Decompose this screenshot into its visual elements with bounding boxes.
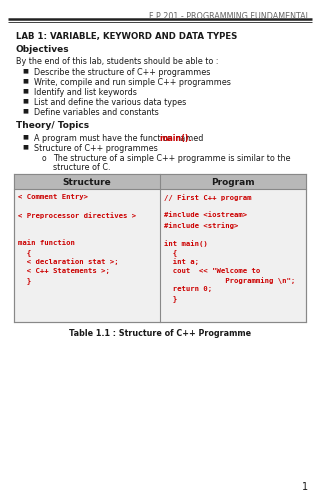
Text: ■: ■ <box>22 98 28 103</box>
Text: Define variables and constants: Define variables and constants <box>34 108 159 117</box>
Text: Structure of C++ programmes: Structure of C++ programmes <box>34 144 158 153</box>
Text: ■: ■ <box>22 68 28 73</box>
Text: int main(): int main() <box>164 240 208 247</box>
Text: Describe the structure of C++ programmes: Describe the structure of C++ programmes <box>34 68 210 77</box>
Text: }: } <box>164 295 177 302</box>
Text: < Preprocessor directives >: < Preprocessor directives > <box>18 212 136 219</box>
Text: main function: main function <box>18 240 75 246</box>
Text: F P 201 - PROGRAMMING FUNDAMENTAL: F P 201 - PROGRAMMING FUNDAMENTAL <box>149 12 310 21</box>
Text: structure of C.: structure of C. <box>53 163 110 172</box>
Text: main().: main(). <box>160 134 192 143</box>
Bar <box>14 174 306 189</box>
Text: #include <string>: #include <string> <box>164 222 238 229</box>
Text: A program must have the function named: A program must have the function named <box>34 134 206 143</box>
Text: Theory/ Topics: Theory/ Topics <box>16 121 89 130</box>
Text: cout  << "Welcome to: cout << "Welcome to <box>164 268 260 274</box>
Text: {: { <box>18 249 31 256</box>
Text: return 0;: return 0; <box>164 286 212 292</box>
Text: Structure: Structure <box>63 178 111 187</box>
Text: List and define the various data types: List and define the various data types <box>34 98 186 107</box>
Text: < declaration stat >;: < declaration stat >; <box>18 258 119 265</box>
Bar <box>14 174 306 322</box>
Text: < Comment Entry>: < Comment Entry> <box>18 194 88 200</box>
Text: // First C++ program: // First C++ program <box>164 194 252 201</box>
Text: Table 1.1 : Structure of C++ Programme: Table 1.1 : Structure of C++ Programme <box>69 329 251 338</box>
Text: ■: ■ <box>22 108 28 113</box>
Text: Program: Program <box>211 178 255 187</box>
Text: Programming \n";: Programming \n"; <box>164 277 295 284</box>
Text: int a;: int a; <box>164 258 199 265</box>
Text: Write, compile and run simple C++ programmes: Write, compile and run simple C++ progra… <box>34 78 231 87</box>
Text: #include <iostream>: #include <iostream> <box>164 212 247 218</box>
Text: ■: ■ <box>22 88 28 93</box>
Text: {: { <box>164 249 177 256</box>
Text: ■: ■ <box>22 134 28 139</box>
Text: < C++ Statements >;: < C++ Statements >; <box>18 268 110 274</box>
Text: The structure of a simple C++ programme is similar to the: The structure of a simple C++ programme … <box>53 154 291 163</box>
Text: 1: 1 <box>302 482 308 492</box>
Text: ■: ■ <box>22 78 28 83</box>
Text: o: o <box>42 154 47 163</box>
Text: }: } <box>18 277 31 284</box>
Text: Objectives: Objectives <box>16 45 70 54</box>
Text: LAB 1: VARIABLE, KEYWORD AND DATA TYPES: LAB 1: VARIABLE, KEYWORD AND DATA TYPES <box>16 32 237 41</box>
Text: By the end of this lab, students should be able to :: By the end of this lab, students should … <box>16 57 219 66</box>
Text: ■: ■ <box>22 144 28 149</box>
Text: Identify and list keywords: Identify and list keywords <box>34 88 137 97</box>
